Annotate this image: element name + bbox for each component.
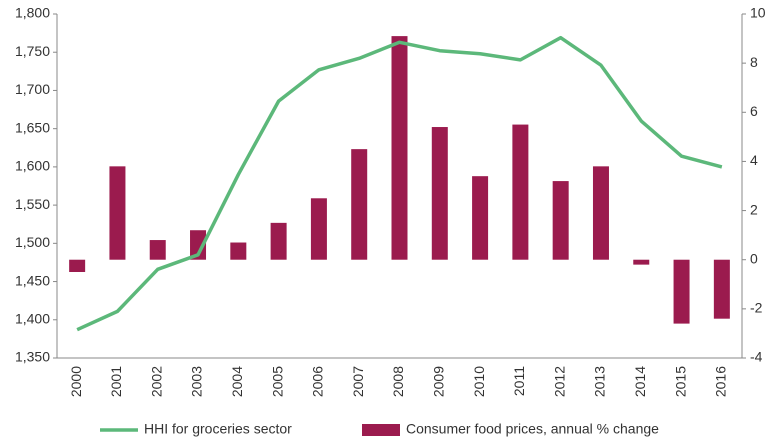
bar [431, 127, 448, 260]
bar [351, 149, 368, 260]
y-tick-label: 1,750 [15, 43, 50, 59]
x-tick-label: 2003 [189, 366, 205, 397]
bar [472, 176, 489, 260]
bar [673, 259, 690, 324]
bar [310, 198, 327, 260]
x-tick-label: 2009 [430, 366, 446, 397]
x-tick-label: 2013 [592, 366, 608, 397]
bar [592, 166, 609, 260]
legend-swatch [362, 424, 400, 436]
y-tick-label: 1,350 [15, 349, 50, 365]
x-tick-label: 2011 [511, 366, 527, 396]
bar [713, 259, 730, 319]
legend-label: Consumer food prices, annual % change [406, 421, 659, 437]
y-tick-label: 1,400 [15, 310, 50, 326]
y-tick-label: 1,500 [15, 234, 50, 250]
x-tick-label: 2014 [632, 366, 648, 397]
y2-tick-label: 0 [750, 250, 758, 266]
bar [149, 240, 166, 260]
bar [109, 166, 126, 260]
y2-tick-label: 10 [750, 5, 766, 21]
bar [190, 230, 207, 260]
x-tick-label: 2015 [672, 366, 688, 397]
x-tick-label: 2001 [108, 366, 124, 397]
bar [552, 181, 569, 260]
y-tick-label: 1,550 [15, 196, 50, 212]
x-tick-label: 2008 [390, 366, 406, 397]
x-tick-label: 2006 [310, 366, 326, 397]
x-tick-label: 2007 [350, 366, 366, 397]
bar [69, 259, 86, 272]
y-tick-label: 1,700 [15, 81, 50, 97]
bar [391, 36, 408, 260]
x-tick-label: 2005 [269, 366, 285, 397]
x-tick-label: 2010 [471, 366, 487, 397]
y2-tick-label: -4 [750, 349, 763, 365]
x-tick-label: 2002 [148, 366, 164, 397]
x-tick-label: 2000 [68, 366, 84, 397]
bar [270, 222, 287, 260]
y2-tick-label: -2 [750, 300, 763, 316]
y2-tick-label: 8 [750, 54, 758, 70]
bar [633, 259, 650, 265]
y2-tick-label: 2 [750, 201, 758, 217]
bar [230, 242, 247, 260]
bar [512, 124, 529, 260]
legend-label: HHI for groceries sector [144, 421, 292, 437]
y2-tick-label: 4 [750, 152, 758, 168]
y-tick-label: 1,650 [15, 119, 50, 135]
y2-tick-label: 6 [750, 103, 758, 119]
x-tick-label: 2016 [713, 366, 729, 397]
y-tick-label: 1,600 [15, 158, 50, 174]
x-tick-label: 2004 [229, 366, 245, 397]
y-tick-label: 1,800 [15, 5, 50, 21]
y-tick-label: 1,450 [15, 272, 50, 288]
x-tick-label: 2012 [551, 366, 567, 397]
line [76, 35, 723, 332]
